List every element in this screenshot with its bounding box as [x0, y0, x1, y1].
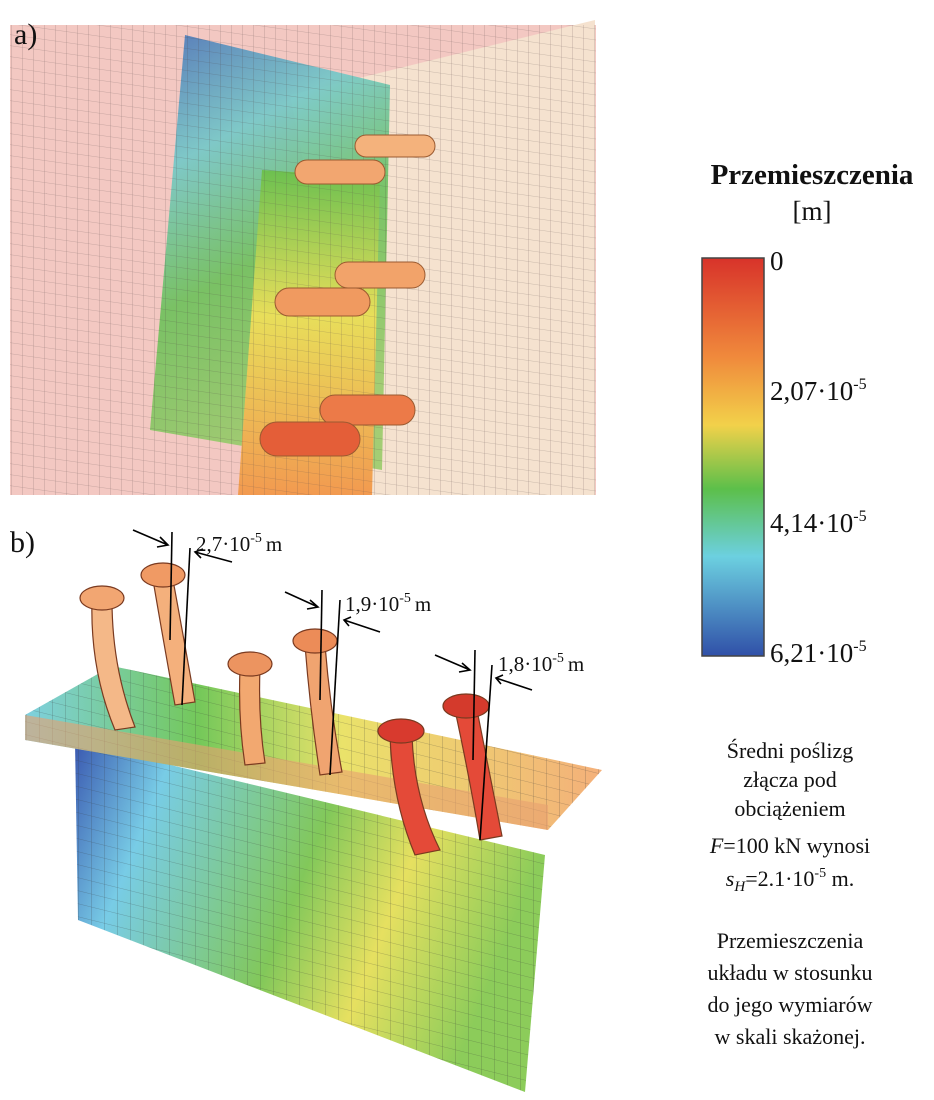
text-part: -5	[853, 638, 866, 655]
caption-line: do jego wymiarów	[708, 992, 873, 1017]
figure: a) b) 2,7·10-5m 1,9·10-5m 1,8·10-5m Prze…	[0, 0, 934, 1100]
caption-line: Przemieszczenia	[717, 928, 864, 953]
text-part: m	[568, 652, 584, 676]
text-part: F	[709, 833, 724, 858]
text-part: -5	[552, 651, 564, 666]
text-part: a)	[14, 18, 37, 51]
text-part: 1,8·10	[498, 652, 552, 676]
text-part: -5	[853, 508, 866, 525]
panel-label: a)	[14, 18, 37, 51]
legend-label: 2,07·10-5	[770, 376, 867, 406]
caption-line: złącza pod	[743, 767, 836, 792]
caption-line: obciążeniem	[734, 796, 845, 821]
panel-b-image	[25, 530, 602, 1092]
text-part: 6,21·10	[770, 638, 853, 668]
text-part: [m]	[793, 196, 832, 226]
panel-a-image	[10, 20, 596, 495]
legend-title: Przemieszczenia	[711, 159, 914, 191]
text-part: -5	[250, 531, 262, 546]
caption-line: Średni poślizg	[727, 738, 854, 763]
text-part: do jego wymiarów	[708, 992, 873, 1017]
legend-label: 0	[770, 246, 784, 276]
text-part: =2.1·10	[745, 866, 814, 891]
caption-line: w skali skażonej.	[715, 1024, 866, 1049]
caption-line: układu w stosunku	[708, 960, 873, 985]
text-part: -5	[399, 591, 411, 606]
text-part: 4,14·10	[770, 508, 853, 538]
text-part: s	[726, 866, 735, 891]
text-part: -5	[814, 866, 826, 881]
text-part: b)	[10, 526, 35, 559]
text-part: Przemieszczenia	[711, 159, 914, 191]
caption-scale: Przemieszczenia układu w stosunku do jeg…	[708, 928, 873, 1049]
annotation: 1,9·10-5 m	[345, 591, 431, 616]
text-part: Średni poślizg	[727, 738, 854, 763]
panel-label: b)	[10, 526, 35, 559]
caption-line: sH=2.1·10-5 m.	[726, 866, 854, 895]
text-part: m	[266, 532, 282, 556]
text-part: =100 kN wynosi	[723, 833, 870, 858]
annotation: 2,7·10-5 m	[196, 531, 282, 556]
text-part: 1,9·10	[345, 592, 399, 616]
text-part: 0	[770, 246, 784, 276]
text-part: Przemieszczenia	[717, 928, 864, 953]
text-part: obciążeniem	[734, 796, 845, 821]
legend-unit: [m]	[793, 196, 832, 226]
text-part: złącza pod	[743, 767, 836, 792]
text-part: 2,07·10	[770, 376, 853, 406]
annotation: 1,8·10-5 m	[498, 651, 584, 676]
text-part: układu w stosunku	[708, 960, 873, 985]
legend-label: 6,21·10-5	[770, 638, 867, 668]
colorbar	[702, 258, 764, 656]
legend-label: 4,14·10-5	[770, 508, 867, 538]
text-part: -5	[853, 376, 866, 393]
text-part: m	[415, 592, 431, 616]
caption-slip: Średni poślizg złącza pod obciążeniem F=…	[709, 738, 870, 895]
caption-line: F=100 kN wynosi	[709, 833, 870, 858]
text-part: w skali skażonej.	[715, 1024, 866, 1049]
text-part: 2,7·10	[196, 532, 250, 556]
text-part: m.	[826, 866, 854, 891]
